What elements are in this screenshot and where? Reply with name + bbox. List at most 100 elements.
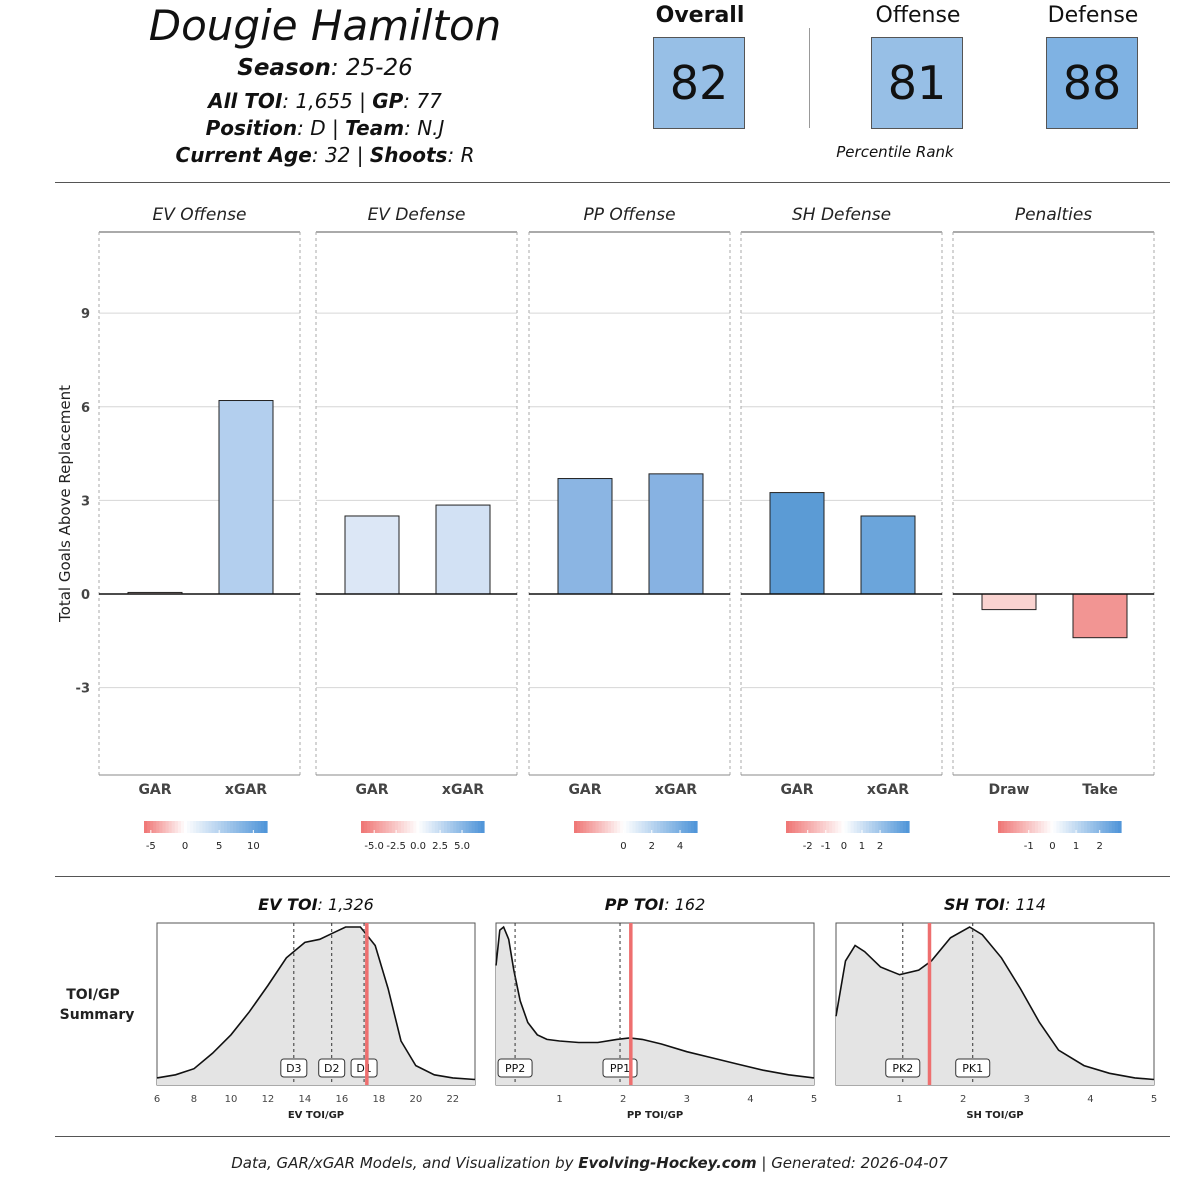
legend-tick-label: -1 xyxy=(1024,841,1034,852)
density-line xyxy=(495,925,815,1079)
legend-swatch xyxy=(595,821,600,833)
legend-swatch xyxy=(459,821,464,833)
legend-swatch xyxy=(239,821,243,833)
offense-rating-box: 81 xyxy=(871,37,963,129)
legend-swatch xyxy=(887,821,892,833)
legend-swatch xyxy=(162,821,167,833)
legend-swatch xyxy=(1028,821,1033,833)
legend-tick-label: -5.0 xyxy=(364,841,384,852)
density-line xyxy=(835,926,1155,1081)
legend-swatch xyxy=(690,821,695,833)
gar-chart: Total Goals Above Replacement -3 0 3 6 9 EV Of… xyxy=(56,205,1155,852)
x-tick-label: xGAR xyxy=(655,782,697,798)
legend-swatch xyxy=(168,821,173,833)
legend-swatch xyxy=(376,821,381,833)
legend-tick-label: -5 xyxy=(146,841,156,852)
defense-rating-box: 88 xyxy=(1046,37,1138,129)
y-axis-title: Total Goals Above Replacement xyxy=(56,385,74,623)
legend-swatch xyxy=(410,821,414,833)
legend-swatch xyxy=(807,821,812,833)
rating-divider xyxy=(809,28,810,128)
legend-swatch xyxy=(1114,821,1119,833)
legend-swatch xyxy=(629,821,634,833)
legend-swatch xyxy=(902,821,907,833)
legend-swatch xyxy=(1102,821,1107,833)
y-tick-label: 3 xyxy=(81,494,90,509)
legend-swatch xyxy=(786,821,790,833)
legend-swatch xyxy=(404,821,408,833)
legend-swatch xyxy=(431,821,436,833)
overall-label: Overall xyxy=(655,3,745,28)
density-area xyxy=(496,927,814,1085)
legend-swatch xyxy=(180,821,185,833)
tier-marker-label: PP1 xyxy=(610,1062,630,1075)
legend-swatch xyxy=(242,821,247,833)
legend-swatch xyxy=(816,821,821,833)
legend-swatch xyxy=(174,821,179,833)
legend-swatch xyxy=(862,821,867,833)
legend-swatch xyxy=(440,821,445,833)
toi-panel: SH TOI: 114 PK2 PK1 1 2 3 4 5 SH TOI/GP xyxy=(835,895,1157,1121)
legend-swatch xyxy=(236,821,240,833)
legend-swatch xyxy=(669,821,673,833)
tier-marker-label: D1 xyxy=(356,1062,371,1075)
legend-swatch xyxy=(825,821,830,833)
legend-swatch xyxy=(678,821,683,833)
x-axis-title: EV TOI/GP xyxy=(288,1110,344,1121)
legend-swatch xyxy=(419,821,424,833)
legend-swatch xyxy=(1111,821,1116,833)
gar-panel: EV Offense GAR xGAR -5 0 5 10 xyxy=(98,205,301,852)
legend-swatch xyxy=(1071,821,1076,833)
tier-marker-label: PP2 xyxy=(505,1062,525,1075)
legend-swatch xyxy=(407,821,411,833)
legend-swatch xyxy=(400,821,405,833)
offense-label: Offense xyxy=(875,3,961,28)
legend-swatch xyxy=(193,821,197,833)
legend-swatch xyxy=(1025,821,1030,833)
shoots-label: Shoots xyxy=(369,143,448,167)
footer-generated-label: Generated xyxy=(771,1154,851,1172)
legend-swatch xyxy=(635,821,640,833)
legend-tick-label: 0 xyxy=(1049,841,1055,852)
legend-swatch xyxy=(370,821,374,833)
top-divider xyxy=(55,182,1170,183)
legend-swatch xyxy=(583,821,587,833)
legend-swatch xyxy=(607,821,612,833)
legend-swatch xyxy=(257,821,262,833)
y-tick-label: -3 xyxy=(76,682,90,697)
legend-swatch xyxy=(613,821,618,833)
legend-swatch xyxy=(477,821,482,833)
x-tick-label: 16 xyxy=(336,1094,349,1105)
legend-swatch xyxy=(610,821,615,833)
footer-generated-date: 2026-04-07 xyxy=(860,1154,948,1172)
legend-swatch xyxy=(1096,821,1101,833)
legend-swatch xyxy=(413,821,417,833)
legend-swatch xyxy=(187,821,191,833)
legend-swatch xyxy=(592,821,597,833)
gar-bar xyxy=(344,515,400,595)
legend-swatch xyxy=(878,821,882,833)
legend-swatch xyxy=(872,821,876,833)
legend-swatch xyxy=(650,821,655,833)
legend-swatch xyxy=(1007,821,1011,833)
tier-marker-box xyxy=(955,1058,991,1078)
legend-swatch xyxy=(819,821,824,833)
percentile-rank-label: Percentile Rank xyxy=(836,143,954,161)
y-tick-label: 9 xyxy=(81,307,90,322)
legend-swatch xyxy=(199,821,204,833)
legend-swatch xyxy=(804,821,809,833)
legend-tick-label: 0.0 xyxy=(410,841,426,852)
legend-swatch xyxy=(391,821,396,833)
legend-swatch xyxy=(190,821,194,833)
legend-swatch xyxy=(847,821,852,833)
x-tick-label: xGAR xyxy=(442,782,484,798)
legend-swatch xyxy=(869,821,873,833)
toi-title-value: 1,326 xyxy=(328,895,374,914)
legend-swatch xyxy=(437,821,442,833)
x-tick-label: 18 xyxy=(372,1094,385,1105)
season-label: Season xyxy=(237,55,331,81)
legend-tick-label: 0 xyxy=(841,841,847,852)
legend-swatch xyxy=(893,821,898,833)
position-team-line: Position: D | Team: N.J xyxy=(205,116,445,140)
gar-panel: Penalties Draw Take -1 0 1 2 xyxy=(952,205,1155,852)
